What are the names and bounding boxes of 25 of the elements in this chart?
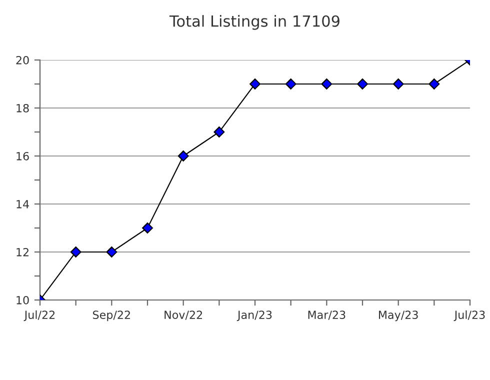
- point: [106, 246, 118, 258]
- y-tick-label: 20: [16, 56, 29, 64]
- x-tick-label: Nov/22: [164, 310, 202, 320]
- point: [357, 78, 368, 90]
- y-tick-label: 16: [16, 152, 29, 160]
- point: [178, 150, 189, 162]
- x-tick-label: Jul/22: [24, 310, 55, 322]
- point: [392, 78, 404, 90]
- x-tick-label: Mar/23: [308, 310, 346, 320]
- y-tick-label: 10: [16, 296, 29, 304]
- point: [250, 78, 260, 90]
- point: [70, 246, 82, 258]
- chart-title: Total Listings in 17109: [169, 15, 340, 30]
- point: [142, 222, 153, 234]
- point: [214, 126, 225, 138]
- point: [321, 78, 332, 90]
- point: [285, 78, 296, 90]
- x-tick-label: Jan/23: [236, 310, 272, 322]
- x-tick-label: May/23: [378, 310, 418, 322]
- point: [428, 78, 440, 90]
- y-tick-label: 12: [16, 248, 28, 256]
- y-tick-label: 14: [16, 200, 29, 208]
- x-tick-label: Sep/22: [92, 310, 130, 322]
- y-tick-label: 18: [16, 104, 29, 112]
- x-tick-label: Jul/23: [454, 310, 485, 322]
